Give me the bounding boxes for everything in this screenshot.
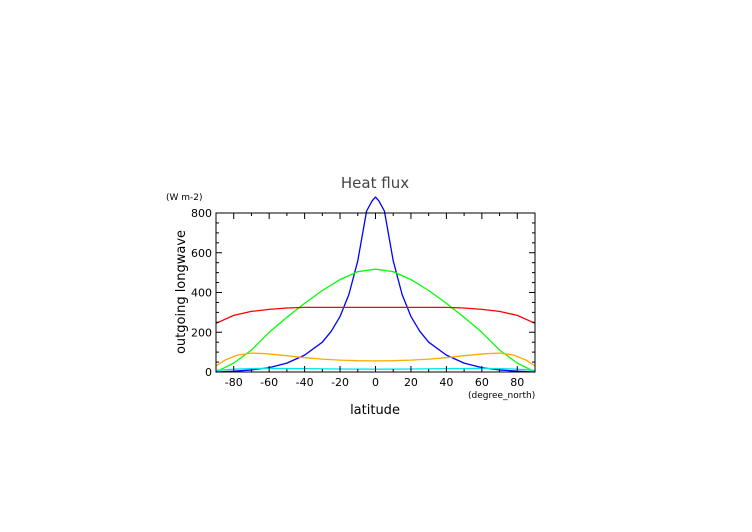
- series-line-3: [215, 352, 536, 367]
- x-tick-label: -20: [331, 376, 349, 389]
- y-tick-label: 600: [191, 247, 212, 260]
- x-tick-label: 0: [372, 376, 379, 389]
- x-axis-units: (degree_north): [468, 391, 535, 401]
- series-line-0: [215, 196, 536, 373]
- y-tick-label: 0: [205, 366, 212, 379]
- x-axis-label: latitude: [350, 403, 400, 418]
- series-layer: [215, 196, 536, 373]
- chart-title: Heat flux: [341, 174, 409, 192]
- x-tick-label: 80: [510, 376, 524, 389]
- y-tick-label: 400: [191, 287, 212, 300]
- x-tick-label: 20: [404, 376, 418, 389]
- x-tick-label: 60: [475, 376, 489, 389]
- x-tick-label: -80: [225, 376, 243, 389]
- plot-frame: [215, 212, 536, 373]
- x-tick-label: -60: [260, 376, 278, 389]
- x-tick-label: -40: [296, 376, 314, 389]
- y-tick-label: 200: [191, 326, 212, 339]
- y-axis-label: outgoing longwave: [174, 230, 189, 354]
- x-tick-label: 40: [439, 376, 453, 389]
- y-axis-units: (W m-2): [166, 193, 203, 203]
- series-line-2: [215, 306, 536, 324]
- series-line-1: [215, 268, 536, 373]
- y-tick-label: 800: [191, 207, 212, 220]
